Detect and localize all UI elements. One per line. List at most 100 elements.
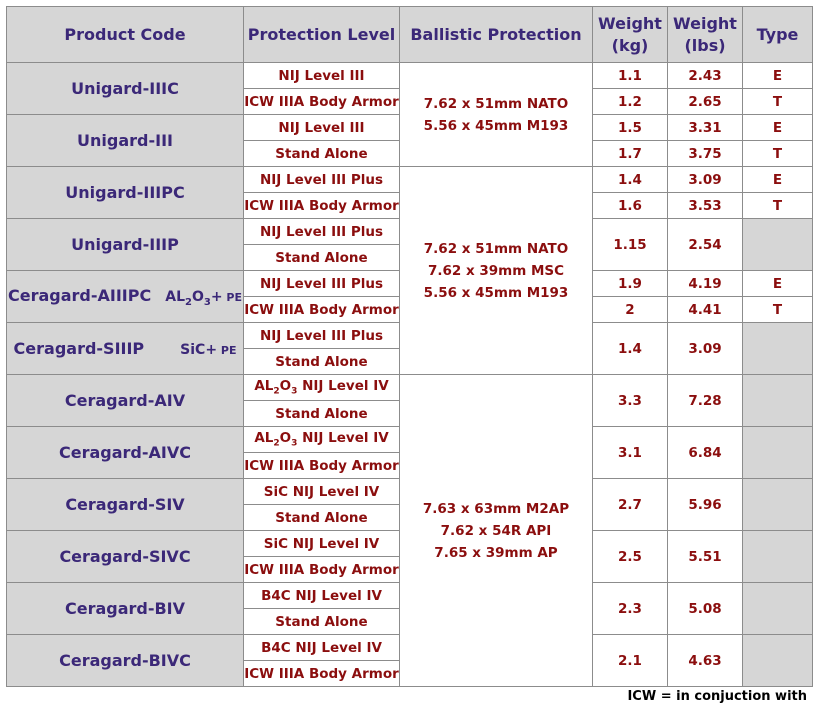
protection-level: AL2O3 NIJ Level IV [244, 427, 400, 453]
ballistic-line: 5.56 x 45mm M193 [424, 285, 569, 301]
product-code: Ceragard-BIV [7, 583, 244, 635]
type-value: E [743, 167, 813, 193]
ballistic-line: 7.62 x 51mm NATO [424, 241, 568, 257]
weight-lbs: 7.28 [668, 375, 743, 427]
weight-kg: 3.3 [593, 375, 668, 427]
header-weight-lbs: Weight (lbs) [668, 7, 743, 63]
header-weight-kg-line2: (kg) [612, 36, 649, 55]
weight-lbs: 2.65 [668, 89, 743, 115]
ballistic-group-1: 7.62 x 51mm NATO 5.56 x 45mm M193 [400, 63, 593, 167]
type-empty [743, 323, 813, 375]
type-empty [743, 375, 813, 427]
weight-kg: 1.4 [593, 167, 668, 193]
product-code-cell: Ceragard-SIIIP SiC+ PE [7, 323, 244, 375]
ballistic-line: 7.62 x 54R API [441, 523, 552, 539]
header-ballistic-protection: Ballistic Protection [400, 7, 593, 63]
weight-kg: 1.5 [593, 115, 668, 141]
type-value: T [743, 141, 813, 167]
weight-kg: 1.1 [593, 63, 668, 89]
armor-spec-table: Product Code Protection Level Ballistic … [6, 6, 813, 687]
weight-kg: 2 [593, 297, 668, 323]
protection-level: B4C NIJ Level IV [244, 583, 400, 609]
protection-level: Stand Alone [244, 609, 400, 635]
protection-level: NIJ Level III [244, 115, 400, 141]
protection-level: NIJ Level III Plus [244, 167, 400, 193]
header-type: Type [743, 7, 813, 63]
table-row: Unigard-IIIC NIJ Level III 7.62 x 51mm N… [7, 63, 813, 89]
weight-kg: 1.7 [593, 141, 668, 167]
weight-kg: 1.4 [593, 323, 668, 375]
weight-lbs: 2.43 [668, 63, 743, 89]
weight-kg: 2.7 [593, 479, 668, 531]
protection-level: AL2O3 NIJ Level IV [244, 375, 400, 401]
ballistic-line: 7.62 x 51mm NATO [424, 96, 568, 112]
product-code: Unigard-III [7, 115, 244, 167]
type-empty [743, 583, 813, 635]
ballistic-line: 7.65 x 39mm AP [434, 545, 557, 561]
product-code: Ceragard-BIVC [7, 635, 244, 687]
weight-kg: 2.3 [593, 583, 668, 635]
header-weight-kg-line1: Weight [598, 14, 662, 33]
header-product-code: Product Code [7, 7, 244, 63]
product-code-cell: Ceragard-AIIIPC AL2O3+ PE [7, 271, 244, 323]
protection-level: ICW IIIA Body Armor [244, 557, 400, 583]
type-empty [743, 219, 813, 271]
weight-lbs: 4.41 [668, 297, 743, 323]
table-row: Unigard-IIIPC NIJ Level III Plus 7.62 x … [7, 167, 813, 193]
type-value: T [743, 297, 813, 323]
protection-level: ICW IIIA Body Armor [244, 661, 400, 687]
weight-kg: 1.15 [593, 219, 668, 271]
weight-lbs: 5.96 [668, 479, 743, 531]
product-code: Unigard-IIIPC [7, 167, 244, 219]
type-value: T [743, 193, 813, 219]
table-row: Ceragard-AIV AL2O3 NIJ Level IV 7.63 x 6… [7, 375, 813, 401]
protection-level: ICW IIIA Body Armor [244, 453, 400, 479]
protection-level: NIJ Level III Plus [244, 271, 400, 297]
protection-level: ICW IIIA Body Armor [244, 89, 400, 115]
type-value: T [743, 89, 813, 115]
material-formula: AL2O3+ PE [165, 289, 242, 305]
header-weight-lbs-line1: Weight [673, 14, 737, 33]
weight-lbs: 2.54 [668, 219, 743, 271]
header-weight-kg: Weight (kg) [593, 7, 668, 63]
weight-lbs: 4.63 [668, 635, 743, 687]
protection-level: NIJ Level III Plus [244, 219, 400, 245]
weight-lbs: 5.51 [668, 531, 743, 583]
product-code: Ceragard-AIV [7, 375, 244, 427]
protection-level: ICW IIIA Body Armor [244, 193, 400, 219]
header-row: Product Code Protection Level Ballistic … [7, 7, 813, 63]
weight-kg: 1.2 [593, 89, 668, 115]
ballistic-line: 7.62 x 39mm MSC [428, 263, 564, 279]
type-value: E [743, 115, 813, 141]
ballistic-line: 5.56 x 45mm M193 [424, 118, 569, 134]
type-empty [743, 479, 813, 531]
protection-level: NIJ Level III [244, 63, 400, 89]
weight-kg: 1.6 [593, 193, 668, 219]
protection-level: Stand Alone [244, 349, 400, 375]
weight-lbs: 3.09 [668, 167, 743, 193]
weight-kg: 3.1 [593, 427, 668, 479]
footnote: ICW = in conjuction with [627, 689, 807, 704]
product-code: Ceragard-SIVC [7, 531, 244, 583]
weight-lbs: 3.09 [668, 323, 743, 375]
weight-kg: 2.5 [593, 531, 668, 583]
product-code: Ceragard-AIVC [7, 427, 244, 479]
product-code: Ceragard-SIV [7, 479, 244, 531]
type-empty [743, 427, 813, 479]
weight-kg: 1.9 [593, 271, 668, 297]
protection-level: Stand Alone [244, 505, 400, 531]
type-value: E [743, 271, 813, 297]
material-formula: SiC+ PE [180, 342, 236, 358]
protection-level: ICW IIIA Body Armor [244, 297, 400, 323]
protection-level: Stand Alone [244, 141, 400, 167]
weight-lbs: 4.19 [668, 271, 743, 297]
ballistic-group-2: 7.62 x 51mm NATO 7.62 x 39mm MSC 5.56 x 45… [400, 167, 593, 375]
protection-level: Stand Alone [244, 401, 400, 427]
protection-level: Stand Alone [244, 245, 400, 271]
type-empty [743, 531, 813, 583]
protection-level: SiC NIJ Level IV [244, 479, 400, 505]
header-weight-lbs-line2: (lbs) [684, 36, 725, 55]
weight-lbs: 3.75 [668, 141, 743, 167]
ballistic-line: 7.63 x 63mm M2AP [423, 501, 569, 517]
protection-level: NIJ Level III Plus [244, 323, 400, 349]
